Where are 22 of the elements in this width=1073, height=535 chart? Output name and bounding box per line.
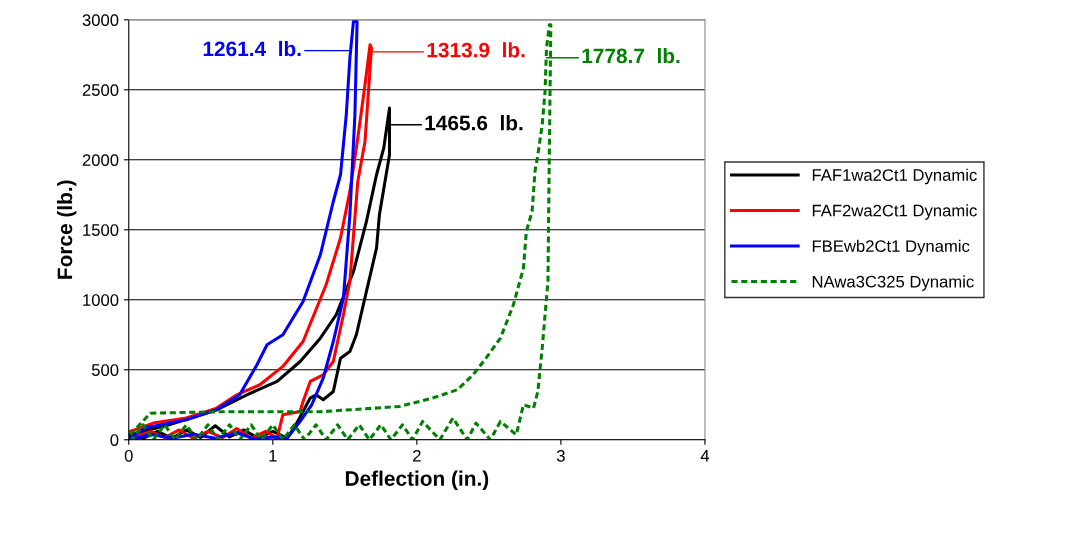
- legend-label: FBEwb2Ct1 Dynamic: [812, 239, 970, 256]
- y-tick-label: 0: [110, 434, 119, 446]
- y-tick-label: 3000: [82, 14, 119, 26]
- y-tick-label: 2500: [82, 84, 119, 96]
- annotation: 1465.6 lb.: [425, 115, 523, 131]
- y-tick-label: 500: [91, 364, 119, 376]
- x-tick-label: 0: [124, 449, 133, 462]
- x-tick-label: 1: [269, 450, 277, 462]
- legend-label: FAF2wa2Ct1 Dynamic: [812, 204, 977, 220]
- y-tick-label: 1000: [83, 294, 119, 306]
- annotation: 1778.7 lb.: [582, 48, 680, 64]
- annotation: 1261.4 lb.: [203, 40, 301, 57]
- x-tick-label: 3: [556, 449, 565, 462]
- x-tick-label: 2: [413, 449, 421, 462]
- y-tick-label: 1500: [83, 224, 119, 236]
- y-tick-label: 2000: [82, 154, 119, 166]
- x-axis-title: Deflection (in.): [345, 470, 489, 490]
- annotation: 1313.9 lb.: [427, 42, 525, 58]
- y-axis-title: Force (lb.): [56, 180, 77, 279]
- legend-label: FAF1wa2Ct1 Dynamic: [812, 168, 977, 185]
- legend-label: NAwa3C325 Dynamic: [812, 275, 974, 291]
- x-tick-label: 4: [700, 450, 710, 462]
